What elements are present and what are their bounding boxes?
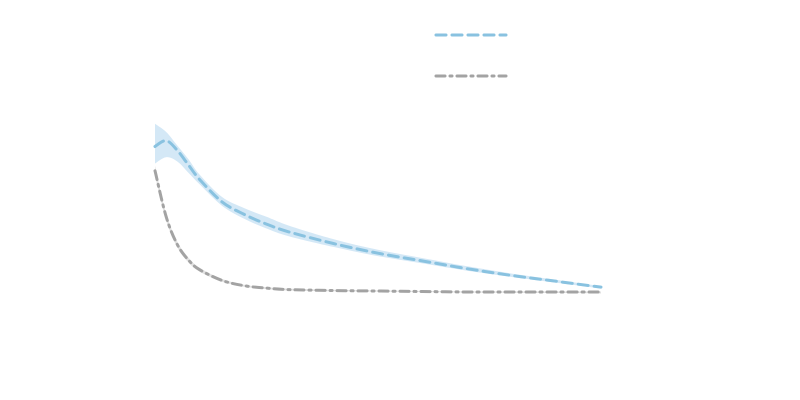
series-1-band (155, 123, 601, 289)
series-2-line (153, 169, 603, 294)
series-2-band (155, 165, 601, 294)
confidence-bands (155, 123, 601, 294)
legend (434, 33, 508, 78)
series-lines (153, 139, 603, 294)
series-1-line (153, 139, 603, 289)
